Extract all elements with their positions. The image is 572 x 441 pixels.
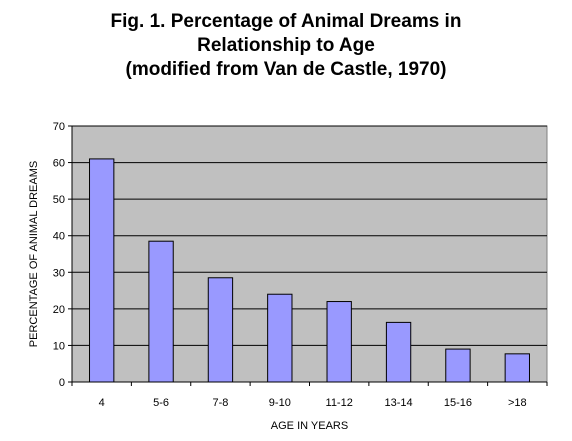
y-tick-label: 20 [53,304,65,316]
y-tick-label: 0 [59,377,65,389]
bar-9-10 [267,293,293,383]
y-tick-label: 60 [53,158,65,170]
y-tick-label: 10 [53,340,65,352]
x-tick-label: 15-16 [444,397,472,409]
x-tick-label: 4 [99,397,105,409]
y-tick-labels: 0 10 20 30 40 50 60 70 [53,121,65,389]
plot-area [71,125,548,383]
y-tick-label: 50 [53,194,65,206]
chart-title-line-3: (modified from Van de Castle, 1970) [125,59,447,80]
y-axis-label: PERCENTAGE OF ANIMAL DREAMS [28,161,40,347]
chart-title-line-2: Relationship to Age [197,35,375,56]
y-tick-label: 70 [53,121,65,133]
bar-11-12 [326,301,352,383]
bar-15-16 [445,348,471,383]
y-tick-label: 30 [53,267,65,279]
bar-13-14 [385,321,412,383]
bar-4 [89,158,115,383]
x-tick-labels: 4 5-6 7-8 9-10 11-12 13-14 15-16 >18 [99,397,527,409]
y-tick-label: 40 [53,231,65,243]
x-tick-label: 11-12 [326,397,353,409]
bars [89,158,530,383]
x-tick-label: 7-8 [212,397,228,409]
bar-7-8 [207,277,234,383]
x-tick-label: >18 [508,397,527,409]
chart-title: Fig. 1. Percentage of Animal Dreams in R… [0,10,572,82]
x-axis-label: AGE IN YEARS [271,420,348,432]
bar->18 [504,353,530,383]
chart-title-line-1: Fig. 1. Percentage of Animal Dreams in [110,11,462,32]
x-tick-label: 9-10 [269,397,291,409]
x-tick-label: 5-6 [153,397,169,409]
x-tick-label: 13-14 [384,397,412,409]
axes [68,125,548,386]
bar-5-6 [148,240,174,383]
